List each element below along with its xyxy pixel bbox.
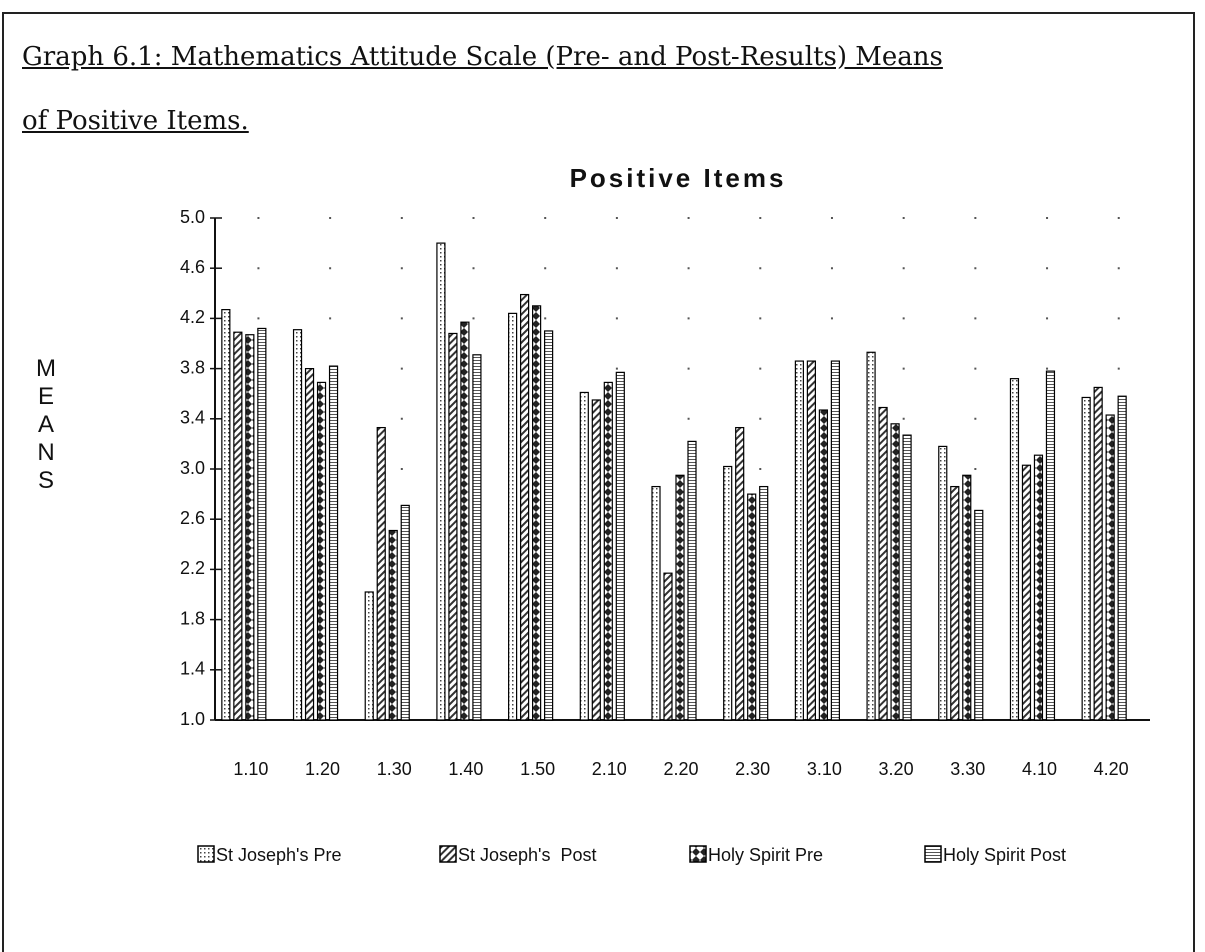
- bar: [364, 591, 374, 721]
- bar: [866, 351, 876, 721]
- legend-swatch: [197, 845, 215, 863]
- y-tick-label: 3.0: [180, 458, 205, 478]
- bar: [687, 440, 697, 721]
- bar: [448, 332, 458, 721]
- bar: [376, 426, 386, 721]
- bar: [950, 485, 960, 721]
- bar: [663, 572, 673, 721]
- bar: [1033, 454, 1044, 721]
- legend-label: Holy Spirit Pre: [708, 845, 823, 865]
- bar: [460, 321, 470, 721]
- bar: [902, 434, 912, 721]
- legend-label: St Joseph's Pre: [216, 845, 342, 865]
- y-tick-label: 1.8: [180, 608, 205, 628]
- bar: [675, 474, 685, 721]
- chart-title: Positive Items: [570, 163, 787, 193]
- x-tick-label: 3.20: [879, 759, 914, 779]
- bar: [818, 409, 828, 721]
- bar: [1081, 396, 1091, 721]
- bar: [316, 381, 327, 721]
- bar: [579, 391, 589, 721]
- legend-label: Holy Spirit Post: [943, 845, 1066, 865]
- bar: [830, 360, 840, 721]
- bar: [794, 360, 804, 721]
- x-tick-label: 2.20: [663, 759, 698, 779]
- bar: [651, 485, 661, 721]
- bar: [1045, 370, 1056, 721]
- legend-swatch: [439, 845, 457, 863]
- bar: [591, 399, 601, 721]
- bar: [1009, 378, 1020, 721]
- bar: [723, 465, 733, 721]
- bar: [292, 329, 303, 721]
- bar: [890, 423, 900, 721]
- bar: [436, 242, 446, 721]
- x-tick-label: 1.40: [448, 759, 483, 779]
- bar: [245, 334, 255, 721]
- bar: [508, 312, 518, 721]
- legend-swatch: [689, 845, 707, 863]
- bar: [806, 360, 816, 721]
- bar: [615, 371, 625, 721]
- y-tick-label: 3.8: [180, 357, 205, 377]
- bar: [1117, 395, 1127, 721]
- x-tick-label: 3.10: [807, 759, 842, 779]
- x-tick-label: 2.30: [735, 759, 770, 779]
- caption: Graph 6.1: Mathematics Attitude Scale (P…: [22, 42, 943, 72]
- x-tick-label: 4.20: [1094, 759, 1129, 779]
- bar: [962, 474, 972, 721]
- bar: [388, 529, 398, 721]
- x-tick-label: 1.50: [520, 759, 555, 779]
- bar: [1093, 386, 1103, 721]
- y-tick-label: 4.6: [180, 257, 205, 277]
- y-tick-label: 1.4: [180, 659, 205, 679]
- bar: [328, 365, 339, 721]
- bar: [532, 305, 542, 721]
- bar: [759, 485, 769, 721]
- y-tick-label: 5.0: [180, 207, 205, 227]
- y-tick-label: 2.6: [180, 508, 205, 528]
- bar: [1021, 464, 1032, 721]
- x-tick-label: 1.30: [377, 759, 412, 779]
- bar: [735, 426, 745, 721]
- legend-label: St Joseph's Post: [458, 845, 597, 865]
- bar: [520, 293, 530, 721]
- bar: [221, 309, 231, 721]
- bar: [233, 331, 243, 721]
- x-tick-label: 1.20: [305, 759, 340, 779]
- bar: [938, 445, 948, 721]
- x-tick-label: 1.10: [233, 759, 268, 779]
- bar: [1105, 414, 1115, 721]
- bar: [472, 354, 482, 721]
- bar: [544, 330, 554, 721]
- bar: [257, 327, 267, 721]
- bar: [974, 509, 984, 721]
- legend-swatch: [924, 845, 942, 863]
- x-tick-label: 2.10: [592, 759, 627, 779]
- bar: [878, 406, 888, 721]
- bar: [747, 493, 757, 721]
- x-tick-label: 4.10: [1022, 759, 1057, 779]
- y-tick-label: 4.2: [180, 307, 205, 327]
- y-axis-label: MEANS: [36, 355, 56, 494]
- x-tick-label: 3.30: [950, 759, 985, 779]
- y-tick-label: 2.2: [180, 558, 205, 578]
- bar: [304, 368, 315, 721]
- caption: of Positive Items.: [22, 106, 249, 136]
- y-tick-label: 1.0: [180, 709, 205, 729]
- frame: [2, 12, 1195, 952]
- y-tick-label: 3.4: [180, 408, 205, 428]
- bar: [400, 504, 410, 721]
- bar: [603, 381, 613, 721]
